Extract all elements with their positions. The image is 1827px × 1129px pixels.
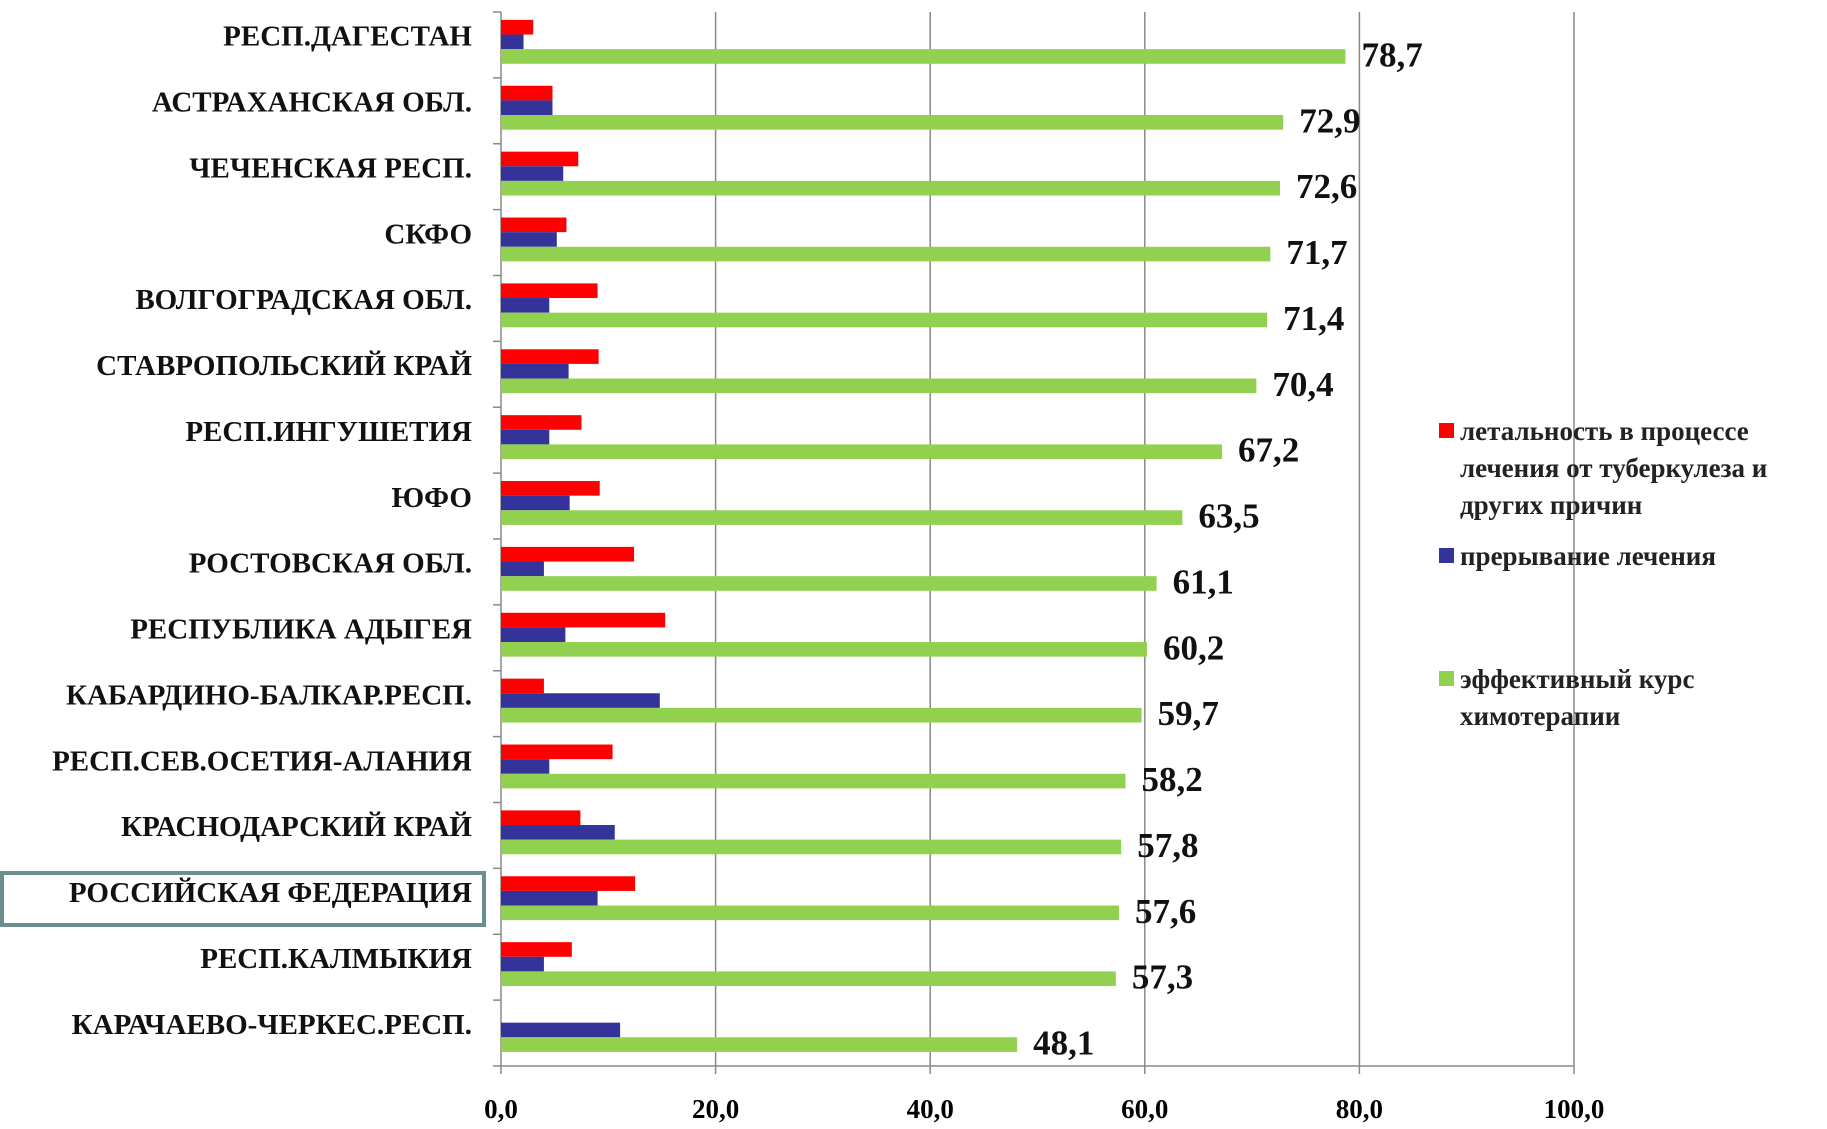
value-label: 57,8	[1137, 826, 1198, 865]
y-tick-label: АСТРАХАНСКАЯ ОБЛ.	[152, 87, 472, 119]
legend-swatch	[1439, 423, 1454, 438]
bar	[501, 561, 544, 577]
bar	[501, 151, 579, 167]
y-tick-label: КРАСНОДАРСКИЙ КРАЙ	[121, 810, 472, 843]
bar	[501, 246, 1271, 262]
bar	[501, 217, 567, 233]
value-label: 61,1	[1173, 562, 1234, 601]
legend-label: эффективный курс химотерапии	[1460, 664, 1695, 731]
bar	[501, 19, 534, 35]
bar	[501, 1022, 621, 1038]
bar	[501, 971, 1116, 987]
value-label: 71,4	[1283, 299, 1344, 338]
y-tick-label: РОСТОВСКАЯ ОБЛ.	[189, 548, 472, 580]
y-tick-label: РОССИЙСКАЯ ФЕДЕРАЦИЯ	[69, 876, 472, 909]
x-tick-label: 20,0	[692, 1094, 739, 1124]
bar	[501, 415, 582, 430]
bar	[501, 283, 598, 299]
value-label: 63,5	[1198, 497, 1259, 536]
bar	[501, 180, 1280, 196]
y-tick-label: КАБАРДИНО-БАЛКАР.РЕСП.	[66, 679, 472, 711]
bar	[501, 166, 564, 181]
x-tick-label: 80,0	[1336, 1094, 1383, 1124]
bar	[501, 312, 1268, 328]
bar	[501, 1037, 1018, 1052]
x-tick-label: 60,0	[1121, 1094, 1168, 1124]
y-tick-label: РЕСП.СЕВ.ОСЕТИЯ-АЛАНИЯ	[52, 745, 472, 777]
y-tick-label: ВОЛГОГРАДСКАЯ ОБЛ.	[135, 284, 472, 316]
bar	[501, 839, 1122, 855]
bar	[501, 942, 572, 957]
bar	[501, 363, 569, 379]
bar	[501, 444, 1223, 460]
bar	[501, 678, 544, 694]
y-tick-label: РЕСП.КАЛМЫКИЯ	[200, 943, 472, 975]
bar	[501, 612, 666, 628]
legend-label: прерывание лечения	[1460, 541, 1716, 571]
x-tick-label: 40,0	[907, 1094, 954, 1124]
legend-label: летальность в процессе лечения от туберк…	[1460, 416, 1768, 520]
y-tick-label: КАРАЧАЕВО-ЧЕРКЕС.РЕСП.	[72, 1009, 472, 1041]
bar	[501, 642, 1147, 657]
value-label: 72,6	[1296, 167, 1357, 206]
x-tick-label: 0,0	[484, 1094, 518, 1124]
bar	[501, 349, 599, 364]
bar	[501, 744, 613, 760]
bar	[501, 481, 600, 496]
bar	[501, 546, 635, 562]
bar	[501, 759, 550, 774]
bar	[501, 773, 1126, 789]
bar	[501, 825, 615, 840]
value-label: 70,4	[1272, 365, 1333, 404]
legend-swatch	[1439, 671, 1454, 686]
bar	[501, 34, 524, 50]
highlight-box	[0, 871, 486, 927]
y-tick-label: РЕСП.ИНГУШЕТИЯ	[185, 416, 472, 448]
value-label: 60,2	[1163, 628, 1224, 667]
bar	[501, 495, 570, 511]
bar	[501, 905, 1120, 921]
x-tick-label: 100,0	[1544, 1094, 1605, 1124]
legend-swatch	[1439, 548, 1454, 563]
bar	[501, 876, 636, 891]
bar	[501, 49, 1346, 64]
value-label: 67,2	[1238, 431, 1299, 470]
bar	[501, 429, 550, 445]
y-tick-label: РЕСПУБЛИКА АДЫГЕЯ	[130, 614, 472, 646]
y-tick-label: СКФО	[384, 218, 472, 250]
bar	[501, 232, 557, 247]
legend-item: эффективный курс химотерапии	[1439, 661, 1814, 735]
bar	[501, 100, 553, 116]
bar	[501, 576, 1157, 591]
value-label: 71,7	[1286, 233, 1347, 272]
bar	[501, 693, 660, 708]
value-label: 48,1	[1033, 1024, 1094, 1063]
bar	[501, 707, 1142, 723]
bar	[501, 115, 1284, 130]
bar	[501, 810, 581, 826]
bar	[501, 510, 1183, 525]
bar	[501, 378, 1257, 394]
legend-item: прерывание лечения	[1439, 538, 1814, 575]
y-tick-label: ЧЕЧЕНСКАЯ РЕСП.	[189, 152, 472, 184]
bar	[501, 627, 566, 643]
y-tick-label: ЮФО	[392, 482, 472, 514]
value-label: 59,7	[1158, 694, 1219, 733]
value-label: 72,9	[1299, 101, 1360, 140]
value-label: 58,2	[1141, 760, 1202, 799]
y-tick-label: СТАВРОПОЛЬСКИЙ КРАЙ	[96, 349, 472, 382]
bar	[501, 956, 544, 972]
bar	[501, 890, 598, 906]
y-tick-label: РЕСП.ДАГЕСТАН	[223, 21, 472, 53]
bar	[501, 85, 553, 101]
value-label: 57,6	[1135, 892, 1196, 931]
value-label: 78,7	[1361, 35, 1422, 74]
legend-item: летальность в процессе лечения от туберк…	[1439, 413, 1814, 524]
bar	[501, 298, 550, 313]
value-label: 57,3	[1132, 958, 1193, 997]
